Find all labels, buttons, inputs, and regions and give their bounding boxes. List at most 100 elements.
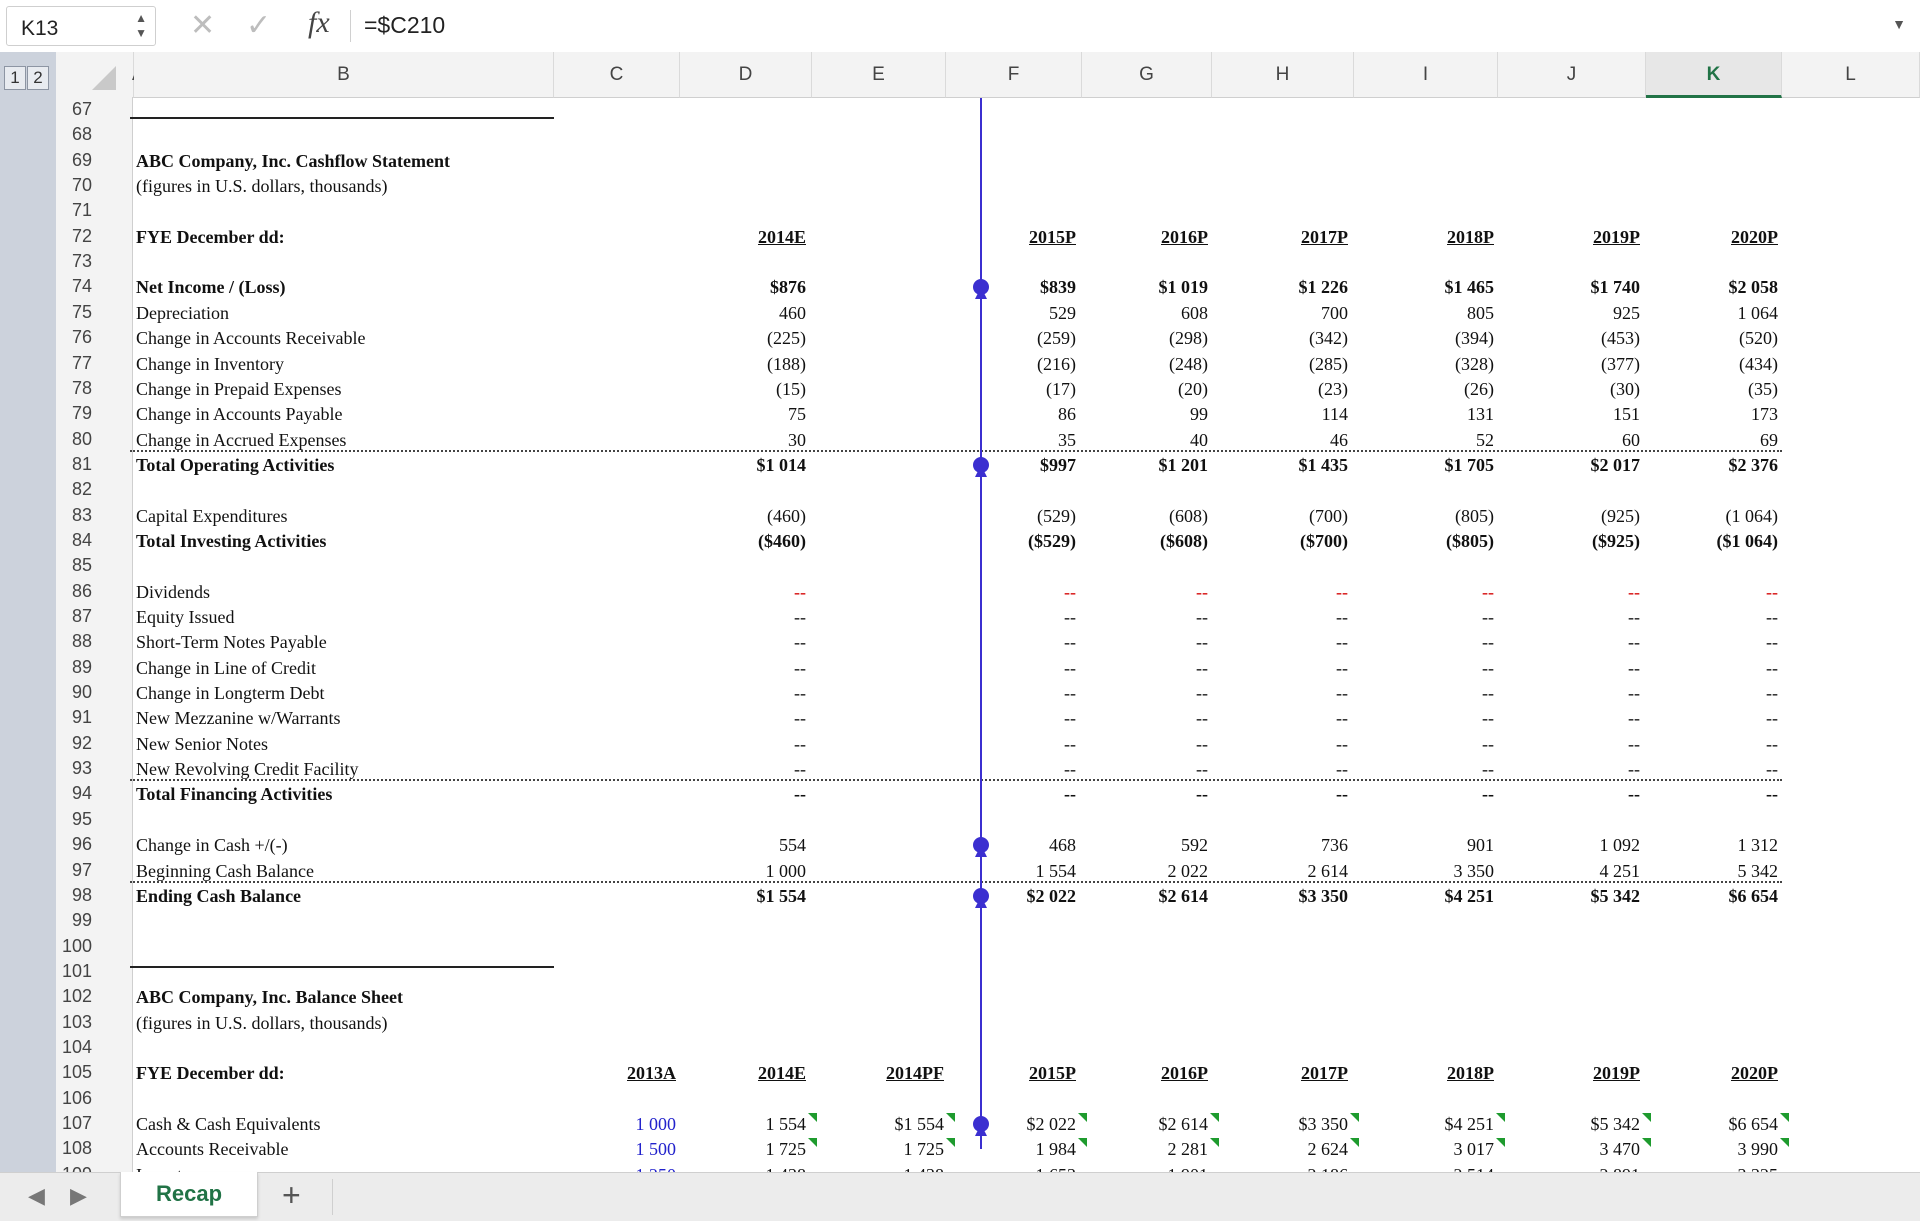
row-header[interactable]: 104 bbox=[61, 1036, 92, 1057]
cashflow-value-cell[interactable]: (26) bbox=[1464, 378, 1494, 399]
cashflow-value-cell[interactable]: -- bbox=[1196, 759, 1208, 780]
cashflow-value-cell[interactable]: -- bbox=[1064, 632, 1076, 653]
cashflow-value-cell[interactable]: $997 bbox=[1040, 454, 1076, 475]
cancel-icon[interactable]: ✕ bbox=[190, 9, 216, 42]
cashflow-value-cell[interactable]: (17) bbox=[1046, 378, 1076, 399]
cashflow-value-cell[interactable]: -- bbox=[1628, 683, 1640, 704]
row-header[interactable]: 85 bbox=[71, 555, 92, 576]
balance-value-cell[interactable]: 1 438 bbox=[804, 1165, 945, 1172]
row-header[interactable]: 92 bbox=[71, 732, 92, 753]
cashflow-value-cell[interactable]: -- bbox=[1628, 784, 1640, 805]
formula-input[interactable]: =$C210 bbox=[364, 12, 446, 38]
cashflow-value-cell[interactable]: 468 bbox=[1049, 835, 1076, 856]
row-header[interactable]: 103 bbox=[61, 1011, 92, 1032]
cashflow-value-cell[interactable]: 75 bbox=[788, 404, 806, 425]
cashflow-value-cell[interactable]: -- bbox=[1064, 759, 1076, 780]
cashflow-value-cell[interactable]: 3 350 bbox=[1453, 860, 1495, 881]
cashflow-value-cell[interactable]: -- bbox=[1766, 657, 1778, 678]
row-header[interactable]: 69 bbox=[71, 149, 92, 170]
cashflow-value-cell[interactable]: -- bbox=[1064, 683, 1076, 704]
balance-value-cell[interactable]: $6 654 bbox=[1728, 1114, 1779, 1134]
row-header[interactable]: 99 bbox=[71, 910, 92, 931]
cashflow-value-cell[interactable]: -- bbox=[794, 581, 806, 602]
cashflow-value-cell[interactable]: 2 022 bbox=[1167, 860, 1209, 881]
cashflow-value-cell[interactable]: ($608) bbox=[1160, 530, 1208, 551]
cashflow-value-cell[interactable]: -- bbox=[794, 632, 806, 653]
cashflow-value-cell[interactable]: 99 bbox=[1190, 404, 1208, 425]
cashflow-value-cell[interactable]: ($460) bbox=[758, 530, 806, 551]
cashflow-value-cell[interactable]: (394) bbox=[1455, 328, 1494, 349]
balance-value-cell[interactable]: 3 325 bbox=[1638, 1165, 1779, 1172]
column-header-j[interactable]: J bbox=[1498, 52, 1646, 98]
column-header-l[interactable]: L bbox=[1782, 52, 1920, 98]
name-box-value[interactable]: K13 bbox=[21, 17, 59, 40]
cashflow-value-cell[interactable]: (298) bbox=[1169, 328, 1208, 349]
column-header-b[interactable]: B bbox=[134, 52, 554, 98]
cashflow-value-cell[interactable]: 592 bbox=[1181, 835, 1208, 856]
cashflow-value-cell[interactable]: (1 064) bbox=[1725, 505, 1779, 526]
balance-value-cell[interactable]: 1 725 bbox=[765, 1139, 807, 1160]
cashflow-value-cell[interactable]: $3 350 bbox=[1298, 885, 1349, 906]
row-header[interactable]: 83 bbox=[71, 504, 92, 525]
cashflow-value-cell[interactable]: -- bbox=[1766, 581, 1778, 602]
cashflow-value-cell[interactable]: -- bbox=[794, 759, 806, 780]
row-header[interactable]: 68 bbox=[71, 124, 92, 145]
cashflow-value-cell[interactable]: -- bbox=[1336, 683, 1348, 704]
insert-function-icon[interactable]: fx bbox=[308, 6, 330, 39]
cashflow-value-cell[interactable]: -- bbox=[794, 657, 806, 678]
cashflow-value-cell[interactable]: 4 251 bbox=[1599, 860, 1641, 881]
cashflow-value-cell[interactable]: $1 705 bbox=[1444, 454, 1495, 475]
row-header[interactable]: 93 bbox=[71, 758, 92, 779]
cashflow-value-cell[interactable]: -- bbox=[1766, 607, 1778, 627]
row-header[interactable]: 86 bbox=[71, 580, 92, 601]
balance-value-cell[interactable]: 2 514 bbox=[1354, 1165, 1495, 1172]
row-header[interactable]: 82 bbox=[71, 479, 92, 500]
cashflow-value-cell[interactable]: 460 bbox=[779, 302, 806, 323]
name-box[interactable]: K13 ▲ ▼ bbox=[6, 6, 156, 46]
cashflow-value-cell[interactable]: -- bbox=[1196, 657, 1208, 678]
cashflow-value-cell[interactable]: -- bbox=[1766, 759, 1778, 780]
row-header[interactable]: 89 bbox=[71, 656, 92, 677]
cashflow-value-cell[interactable]: -- bbox=[1766, 733, 1778, 754]
balance-value-cell[interactable]: 1 901 bbox=[1068, 1165, 1209, 1172]
balance-value-cell[interactable]: 2 281 bbox=[1167, 1139, 1209, 1160]
cashflow-value-cell[interactable]: $1 465 bbox=[1444, 277, 1495, 298]
column-header-i[interactable]: I bbox=[1354, 52, 1498, 98]
cashflow-value-cell[interactable]: (328) bbox=[1455, 353, 1494, 374]
balance-value-cell[interactable]: $2 022 bbox=[1026, 1114, 1077, 1134]
cashflow-value-cell[interactable]: ($805) bbox=[1446, 530, 1494, 551]
cashflow-value-cell[interactable]: -- bbox=[1482, 759, 1494, 780]
row-header[interactable]: 91 bbox=[71, 707, 92, 728]
cashflow-value-cell[interactable]: -- bbox=[1336, 708, 1348, 729]
cashflow-value-cell[interactable]: 60 bbox=[1622, 429, 1640, 450]
cashflow-value-cell[interactable]: -- bbox=[794, 733, 806, 754]
cashflow-value-cell[interactable]: 40 bbox=[1190, 429, 1208, 450]
cashflow-value-cell[interactable]: 1 312 bbox=[1737, 835, 1779, 856]
cashflow-value-cell[interactable]: -- bbox=[1766, 632, 1778, 653]
cashflow-value-cell[interactable]: (30) bbox=[1610, 378, 1640, 399]
cashflow-value-cell[interactable]: (188) bbox=[767, 353, 806, 374]
cashflow-value-cell[interactable]: -- bbox=[794, 683, 806, 704]
cashflow-value-cell[interactable]: ($700) bbox=[1300, 530, 1348, 551]
cashflow-value-cell[interactable]: -- bbox=[1336, 733, 1348, 754]
cashflow-value-cell[interactable]: -- bbox=[1336, 607, 1348, 627]
cashflow-value-cell[interactable]: 2 614 bbox=[1307, 860, 1349, 881]
cashflow-value-cell[interactable]: -- bbox=[1064, 581, 1076, 602]
cashflow-value-cell[interactable]: 529 bbox=[1049, 302, 1076, 323]
cashflow-value-cell[interactable]: 69 bbox=[1760, 429, 1778, 450]
cashflow-value-cell[interactable]: 114 bbox=[1321, 404, 1348, 425]
balance-value-cell[interactable]: $4 251 bbox=[1444, 1114, 1495, 1134]
balance-value-cell[interactable]: $2 614 bbox=[1158, 1114, 1209, 1134]
cashflow-value-cell[interactable]: -- bbox=[1628, 708, 1640, 729]
column-header-f[interactable]: F bbox=[946, 52, 1082, 98]
cashflow-value-cell[interactable]: $1 019 bbox=[1158, 277, 1209, 298]
balance-value-cell[interactable]: 2 891 bbox=[1500, 1165, 1641, 1172]
cashflow-value-cell[interactable]: 86 bbox=[1058, 404, 1076, 425]
cashflow-value-cell[interactable]: -- bbox=[1064, 784, 1076, 805]
row-header[interactable]: 105 bbox=[61, 1062, 92, 1083]
cashflow-value-cell[interactable]: 901 bbox=[1467, 835, 1494, 856]
chevron-down-icon[interactable]: ▼ bbox=[1892, 16, 1906, 32]
cashflow-value-cell[interactable]: -- bbox=[1196, 607, 1208, 627]
sheet-tab-recap[interactable]: Recap bbox=[120, 1172, 258, 1217]
cashflow-value-cell[interactable]: -- bbox=[1628, 607, 1640, 627]
